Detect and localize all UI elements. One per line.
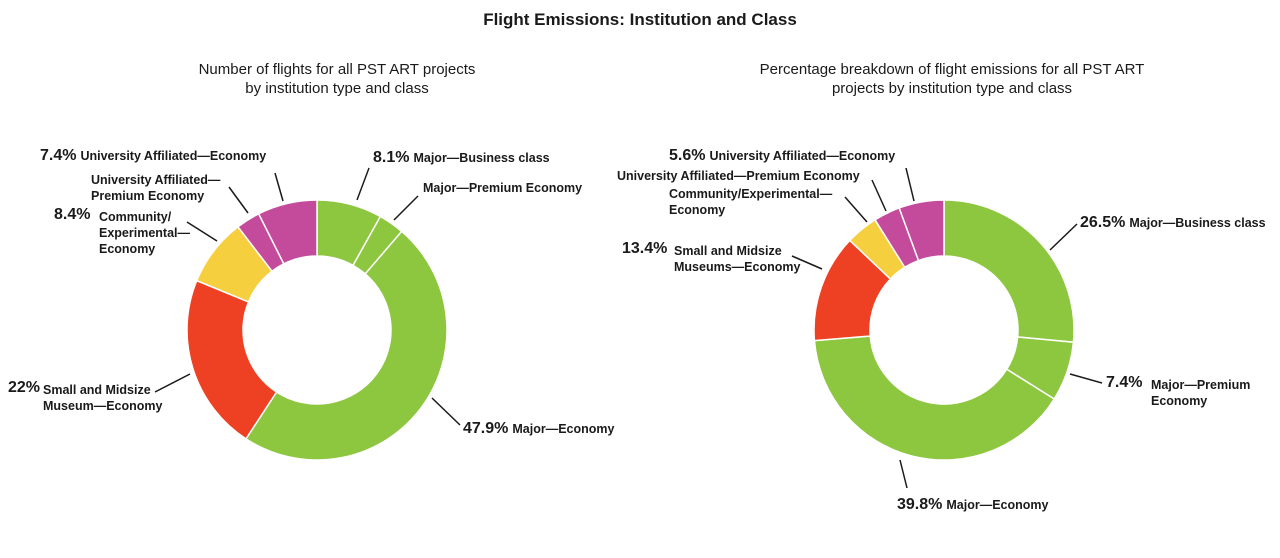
leader-line bbox=[393, 195, 419, 221]
slice-label-line: Economy bbox=[99, 242, 156, 256]
slice-label: Major—Economy bbox=[946, 498, 1049, 512]
slice-label: Major—Business class bbox=[413, 151, 550, 165]
leader-line bbox=[228, 186, 249, 214]
slice-label-line: Museums—Economy bbox=[674, 260, 801, 274]
leader-line bbox=[871, 179, 887, 212]
slice-label-line: Community/Experimental— bbox=[669, 187, 833, 201]
leader-line bbox=[431, 397, 461, 426]
label-major-economy: 47.9% Major—Economy bbox=[463, 421, 614, 437]
pct-label: 22% bbox=[8, 379, 41, 396]
pct-label: 7.4% bbox=[1106, 374, 1143, 391]
label-small-midsize: 22% Small and Midsize Museum—Economy bbox=[8, 379, 163, 414]
leader-line bbox=[1069, 373, 1103, 384]
slice-label-line: Experimental— bbox=[99, 226, 191, 240]
left-title-line-1: Number of flights for all PST ART projec… bbox=[198, 61, 476, 78]
pct-label: 47.9% bbox=[463, 420, 509, 437]
right-title-line-2: projects by institution type and class bbox=[831, 80, 1073, 97]
leader-line bbox=[899, 459, 908, 489]
left-title-line-2: by institution type and class bbox=[245, 80, 429, 97]
pct-label: 8.4% bbox=[54, 206, 91, 223]
slice-label: University Affiliated—Economy bbox=[709, 149, 896, 163]
label-community: 8.4% Community/Experimental— Economy bbox=[54, 206, 191, 257]
pct-label: 13.4% bbox=[622, 240, 668, 257]
label-community-r: Community/Experimental— Economy bbox=[669, 186, 832, 218]
slice-label: Major—Business class bbox=[1129, 216, 1266, 230]
slice-label-line: Economy bbox=[1151, 394, 1208, 408]
label-major-economy-r: 39.8% Major—Economy bbox=[897, 497, 1048, 513]
donut-slice-university-affiliated-economy bbox=[257, 199, 318, 265]
leader-line bbox=[905, 167, 915, 202]
slice-label-line: Small and Midsize bbox=[43, 383, 151, 397]
pct-label: 5.6% bbox=[669, 147, 706, 164]
slice-label-line: Small and Midsize bbox=[674, 244, 782, 258]
leader-line bbox=[356, 167, 370, 201]
leader-line bbox=[186, 221, 218, 242]
slice-label-line: Major—Premium bbox=[1151, 378, 1251, 392]
right-chart-title: Percentage breakdown of flight emissions… bbox=[742, 60, 1162, 98]
leader-line bbox=[154, 373, 191, 393]
pct-label: 26.5% bbox=[1080, 214, 1126, 231]
slice-label-line: Premium Economy bbox=[91, 189, 205, 203]
slice-label-line: Economy bbox=[669, 203, 726, 217]
label-major-premium: Major—Premium Economy bbox=[423, 180, 582, 196]
label-univ-economy: 7.4% University Affiliated—Economy bbox=[40, 148, 266, 164]
donut-slice-university-affiliated-economy bbox=[898, 199, 945, 262]
slice-label-line: University Affiliated— bbox=[91, 173, 221, 187]
pct-label: 39.8% bbox=[897, 496, 943, 513]
figure-title: Flight Emissions: Institution and Class bbox=[483, 10, 797, 29]
slice-label: University Affiliated—Economy bbox=[80, 149, 267, 163]
leader-line bbox=[1049, 223, 1078, 251]
right-donut bbox=[813, 199, 1075, 461]
slice-label: Major—Premium Economy bbox=[423, 181, 583, 195]
slice-label: Major—Economy bbox=[512, 422, 615, 436]
donut-slice-major-business-class bbox=[943, 199, 1075, 344]
right-title-line-1: Percentage breakdown of flight emissions… bbox=[759, 61, 1145, 78]
leader-line bbox=[791, 255, 823, 270]
label-univ-premium-r: University Affiliated—Premium Economy bbox=[617, 168, 860, 184]
donut-slice-major-economy bbox=[813, 335, 1056, 461]
slice-label-line: Community/ bbox=[99, 210, 172, 224]
donut-slice-major-economy bbox=[244, 230, 448, 461]
pct-label: 7.4% bbox=[40, 147, 77, 164]
slice-label: University Affiliated—Premium Economy bbox=[617, 169, 860, 183]
label-major-business: 8.1% Major—Business class bbox=[373, 150, 550, 166]
left-chart-title: Number of flights for all PST ART projec… bbox=[127, 60, 547, 98]
label-small-midsize-r: 13.4% Small and Midsize Museums—Economy bbox=[622, 240, 801, 275]
leader-line bbox=[844, 196, 868, 223]
slice-label-line: Museum—Economy bbox=[43, 399, 163, 413]
leader-lines bbox=[154, 167, 1103, 489]
left-donut bbox=[186, 199, 448, 461]
leader-line bbox=[274, 172, 284, 202]
label-major-business-r: 26.5% Major—Business class bbox=[1080, 215, 1266, 231]
label-univ-economy-r: 5.6% University Affiliated—Economy bbox=[669, 148, 895, 164]
label-major-premium-r: 7.4% Major—Premium Economy bbox=[1106, 374, 1251, 409]
label-univ-premium: University Affiliated— Premium Economy bbox=[91, 172, 220, 204]
pct-label: 8.1% bbox=[373, 149, 410, 166]
